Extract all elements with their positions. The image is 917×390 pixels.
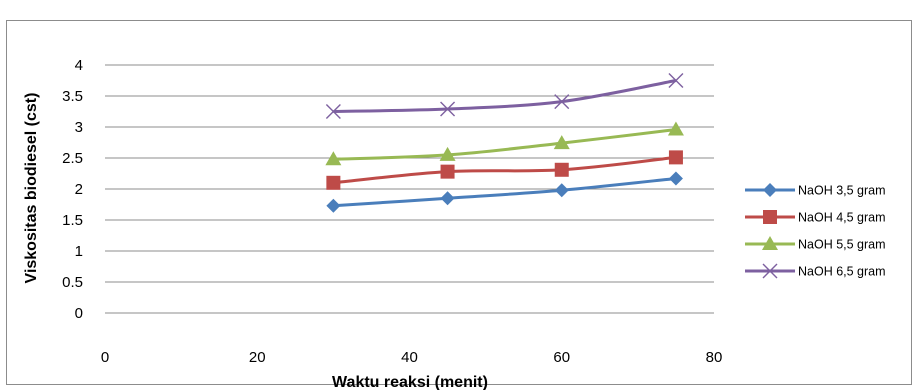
data-point: [668, 150, 683, 165]
x-tick-label: 20: [249, 349, 266, 366]
legend-item: NaOH 3,5 gram: [745, 183, 886, 198]
data-point: [554, 162, 569, 177]
legend-item: NaOH 6,5 gram: [745, 263, 886, 279]
legend: NaOH 3,5 gram NaOH 4,5 gram NaOH 5,5 gram N…: [745, 183, 886, 279]
legend-label: NaOH 3,5 gram: [798, 184, 886, 198]
data-point: [440, 164, 455, 179]
y-axis-label: Viskositas biodiesel (cst): [23, 93, 40, 284]
data-point: [554, 94, 570, 110]
data-point: [440, 101, 456, 117]
series-line: [333, 127, 677, 161]
x-tick-label: 60: [553, 349, 570, 366]
y-tick-label: 3: [75, 119, 83, 136]
series-3: [325, 121, 684, 166]
y-tick-label: 0: [75, 305, 83, 322]
series-line: [333, 155, 677, 185]
y-tick-label: 2: [75, 181, 83, 198]
legend-label: NaOH 4,5 gram: [798, 211, 886, 225]
x-axis-label: Waktu reaksi (menit): [332, 374, 488, 390]
data-point: [326, 198, 341, 213]
series-layer: [325, 73, 684, 213]
x-axis-ticks: 0 20 40 60 80: [101, 349, 723, 366]
y-tick-label: 2.5: [62, 150, 83, 167]
data-point: [326, 175, 341, 190]
data-point: [553, 135, 570, 150]
data-point: [325, 104, 341, 119]
y-tick-label: 3.5: [62, 88, 83, 105]
series-1: [326, 171, 683, 213]
chart-frame: [6, 20, 912, 385]
x-tick-label: 0: [101, 349, 109, 366]
y-axis-ticks: 0 0.5 1 1.5 2 2.5 3 3.5 4: [62, 57, 83, 322]
series-line: [333, 79, 677, 113]
x-tick-label: 40: [401, 349, 418, 366]
legend-label: NaOH 5,5 gram: [798, 238, 886, 252]
gridlines: [105, 64, 714, 314]
y-tick-label: 1.5: [62, 212, 83, 229]
legend-item: NaOH 4,5 gram: [745, 210, 886, 225]
y-tick-label: 0.5: [62, 274, 83, 291]
legend-marker: [762, 236, 778, 250]
legend-marker: [763, 183, 777, 197]
data-point: [554, 183, 569, 198]
data-point: [440, 191, 455, 206]
data-point: [668, 73, 684, 88]
x-tick-label: 80: [706, 349, 723, 366]
y-tick-label: 1: [75, 243, 83, 260]
y-tick-label: 4: [75, 57, 83, 74]
legend-marker: [763, 210, 777, 224]
series-line: [333, 176, 677, 208]
legend-label: NaOH 6,5 gram: [798, 265, 886, 279]
data-point: [668, 171, 683, 186]
legend-item: NaOH 5,5 gram: [745, 236, 886, 252]
data-point: [667, 121, 684, 136]
series-4: [325, 73, 684, 119]
data-point: [439, 146, 456, 161]
legend-marker: [762, 263, 778, 279]
series-2: [326, 150, 683, 190]
data-point: [325, 151, 342, 166]
